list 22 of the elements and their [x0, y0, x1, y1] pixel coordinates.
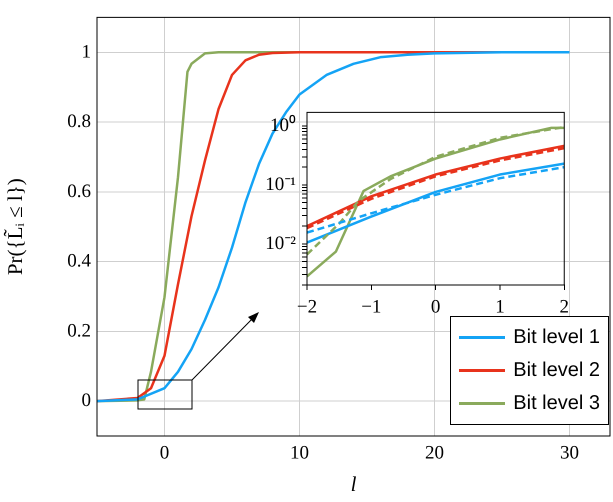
- x-tick-label: 20: [425, 442, 444, 464]
- x-tick-label: −2: [296, 296, 318, 318]
- x-tick-label: 2: [560, 296, 569, 318]
- x-axis-title: l: [350, 472, 357, 496]
- legend-label: Bit level 1: [513, 326, 600, 349]
- x-tick-label: 10: [290, 442, 309, 464]
- y-tick-label: 0.2: [67, 320, 91, 342]
- y-tick-label: 0.4: [67, 250, 92, 272]
- y-tick-label: 0.6: [67, 180, 91, 202]
- x-tick-label: 1: [495, 296, 505, 318]
- y-tick-label: 10⁻²: [265, 232, 296, 254]
- x-tick-label: 0: [430, 296, 440, 318]
- y-tick-label: 10⁻¹: [265, 174, 296, 195]
- x-tick-label: 30: [560, 442, 579, 464]
- y-tick-label: 0: [82, 390, 91, 412]
- y-tick-label: 0.8: [67, 111, 91, 132]
- legend-label: Bit level 2: [513, 359, 600, 382]
- y-tick-label: 1: [82, 41, 91, 62]
- x-tick-label: 0: [160, 442, 170, 464]
- x-tick-label: −1: [361, 296, 382, 318]
- y-axis-title: Pr({L̃ᵢ ≤ l}): [2, 178, 28, 276]
- legend-label: Bit level 3: [513, 392, 600, 415]
